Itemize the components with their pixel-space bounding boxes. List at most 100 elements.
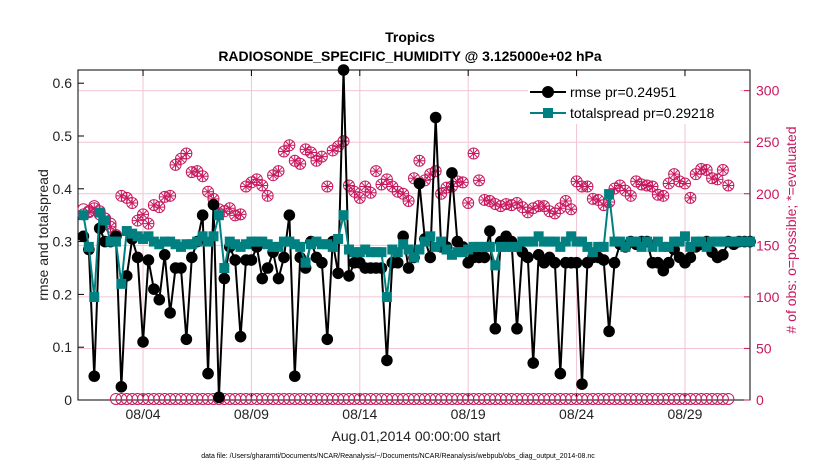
rmse-point bbox=[478, 251, 491, 264]
data-layer bbox=[77, 64, 756, 405]
totalspread-point bbox=[89, 292, 100, 303]
obs-evaluated-point bbox=[554, 202, 567, 215]
obs-evaluated-point bbox=[202, 185, 215, 198]
x-tick-label: 08/14 bbox=[342, 406, 377, 422]
totalspread-point bbox=[522, 236, 533, 247]
totalspread-point bbox=[213, 210, 224, 221]
totalspread-point bbox=[175, 241, 186, 252]
x-tick-label: 08/29 bbox=[667, 406, 702, 422]
totalspread-point bbox=[614, 236, 625, 247]
totalspread-point bbox=[170, 239, 181, 250]
chart-title: Tropics bbox=[385, 29, 435, 45]
totalspread-point bbox=[360, 244, 371, 255]
obs-evaluated-point bbox=[581, 180, 594, 193]
rmse-point bbox=[413, 177, 426, 190]
rmse-point bbox=[142, 254, 155, 266]
obs-evaluated-point bbox=[402, 194, 415, 207]
totalspread-point bbox=[306, 239, 317, 250]
rmse-point bbox=[576, 378, 588, 390]
rmse-point bbox=[213, 391, 225, 404]
totalspread-point bbox=[295, 241, 306, 252]
obs-evaluated-point bbox=[565, 203, 578, 216]
rmse-point bbox=[484, 225, 496, 237]
rmse-point bbox=[164, 307, 176, 319]
rmse-point bbox=[332, 267, 344, 280]
rmse-point bbox=[337, 64, 350, 76]
totalspread-point bbox=[381, 292, 392, 303]
obs-evaluated-point bbox=[413, 154, 426, 167]
rmse-point bbox=[717, 249, 729, 261]
y-tick-label: 0 bbox=[64, 392, 72, 408]
obs-evaluated-point bbox=[305, 146, 318, 159]
x-tick-label: 08/04 bbox=[126, 406, 161, 422]
obs-evaluated-point bbox=[142, 217, 155, 230]
totalspread-point bbox=[316, 239, 327, 250]
obs-evaluated-point bbox=[711, 173, 724, 186]
totalspread-point bbox=[425, 231, 436, 242]
totalspread-point bbox=[734, 236, 745, 247]
rmse-point bbox=[684, 251, 697, 264]
totalspread-point bbox=[517, 236, 528, 247]
obs-evaluated-point bbox=[180, 147, 193, 160]
y-right-axis-label: # of obs: o=possible; *=evaluated bbox=[783, 126, 799, 333]
totalspread-point bbox=[100, 215, 111, 226]
totalspread-point bbox=[690, 236, 701, 247]
totalspread-point bbox=[533, 231, 544, 242]
rmse-point bbox=[397, 230, 409, 243]
obs-evaluated-point bbox=[462, 197, 475, 210]
totalspread-point bbox=[566, 231, 577, 242]
rmse-point bbox=[554, 367, 567, 380]
rmse-point bbox=[522, 251, 534, 264]
totalspread-point bbox=[679, 231, 690, 242]
obs-evaluated-point bbox=[137, 208, 150, 221]
totalspread-point bbox=[620, 241, 631, 252]
rmse-point bbox=[218, 272, 231, 285]
totalspread-point bbox=[625, 236, 636, 247]
rmse-point bbox=[272, 272, 285, 285]
totalspread-point bbox=[712, 236, 723, 247]
y-tick-label: 0.4 bbox=[53, 181, 73, 197]
rmse-point bbox=[381, 354, 393, 367]
totalspread-point bbox=[549, 236, 560, 247]
rmse-point bbox=[489, 322, 502, 335]
totalspread-point bbox=[506, 241, 517, 252]
rmse-point bbox=[148, 283, 160, 295]
totalspread-point bbox=[636, 241, 647, 252]
rmse-point bbox=[343, 270, 355, 282]
totalspread-point bbox=[484, 241, 495, 252]
totalspread-point bbox=[365, 247, 376, 258]
rmse-point bbox=[278, 251, 290, 264]
obs-evaluated-point bbox=[337, 135, 350, 148]
obs-evaluated-point bbox=[473, 174, 486, 187]
totalspread-point bbox=[208, 231, 219, 242]
totalspread-point bbox=[262, 239, 273, 250]
rmse-point bbox=[424, 251, 437, 264]
totalspread-point bbox=[609, 236, 620, 247]
rmse-point bbox=[375, 262, 388, 274]
totalspread-point bbox=[642, 236, 653, 247]
totalspread-point bbox=[457, 247, 468, 258]
legend-rmse-label: rmse pr=0.24951 bbox=[570, 84, 676, 100]
obs-possible-point bbox=[722, 392, 735, 405]
legend-rmse-marker bbox=[542, 86, 554, 98]
totalspread-point bbox=[501, 241, 512, 252]
totalspread-point bbox=[159, 236, 170, 247]
totalspread-point bbox=[582, 241, 593, 252]
rmse-point bbox=[321, 333, 334, 346]
legend: rmse pr=0.24951 totalspread pr=0.29218 bbox=[528, 77, 740, 124]
totalspread-point bbox=[479, 241, 490, 252]
obs-evaluated-point bbox=[283, 139, 296, 152]
totalspread-point bbox=[696, 236, 707, 247]
obs-evaluated-point bbox=[467, 147, 480, 160]
totalspread-point bbox=[593, 241, 604, 252]
legend-box bbox=[528, 77, 740, 124]
y-axis-label: rmse and totalspread bbox=[35, 169, 51, 301]
rmse-point bbox=[261, 262, 274, 274]
totalspread-point bbox=[121, 226, 132, 237]
obs-evaluated-point bbox=[700, 164, 713, 177]
totalspread-point bbox=[598, 241, 609, 252]
totalspread-point bbox=[495, 241, 506, 252]
obs-evaluated-point bbox=[722, 179, 735, 192]
obs-evaluated-point bbox=[261, 189, 274, 202]
rmse-point bbox=[137, 336, 149, 348]
